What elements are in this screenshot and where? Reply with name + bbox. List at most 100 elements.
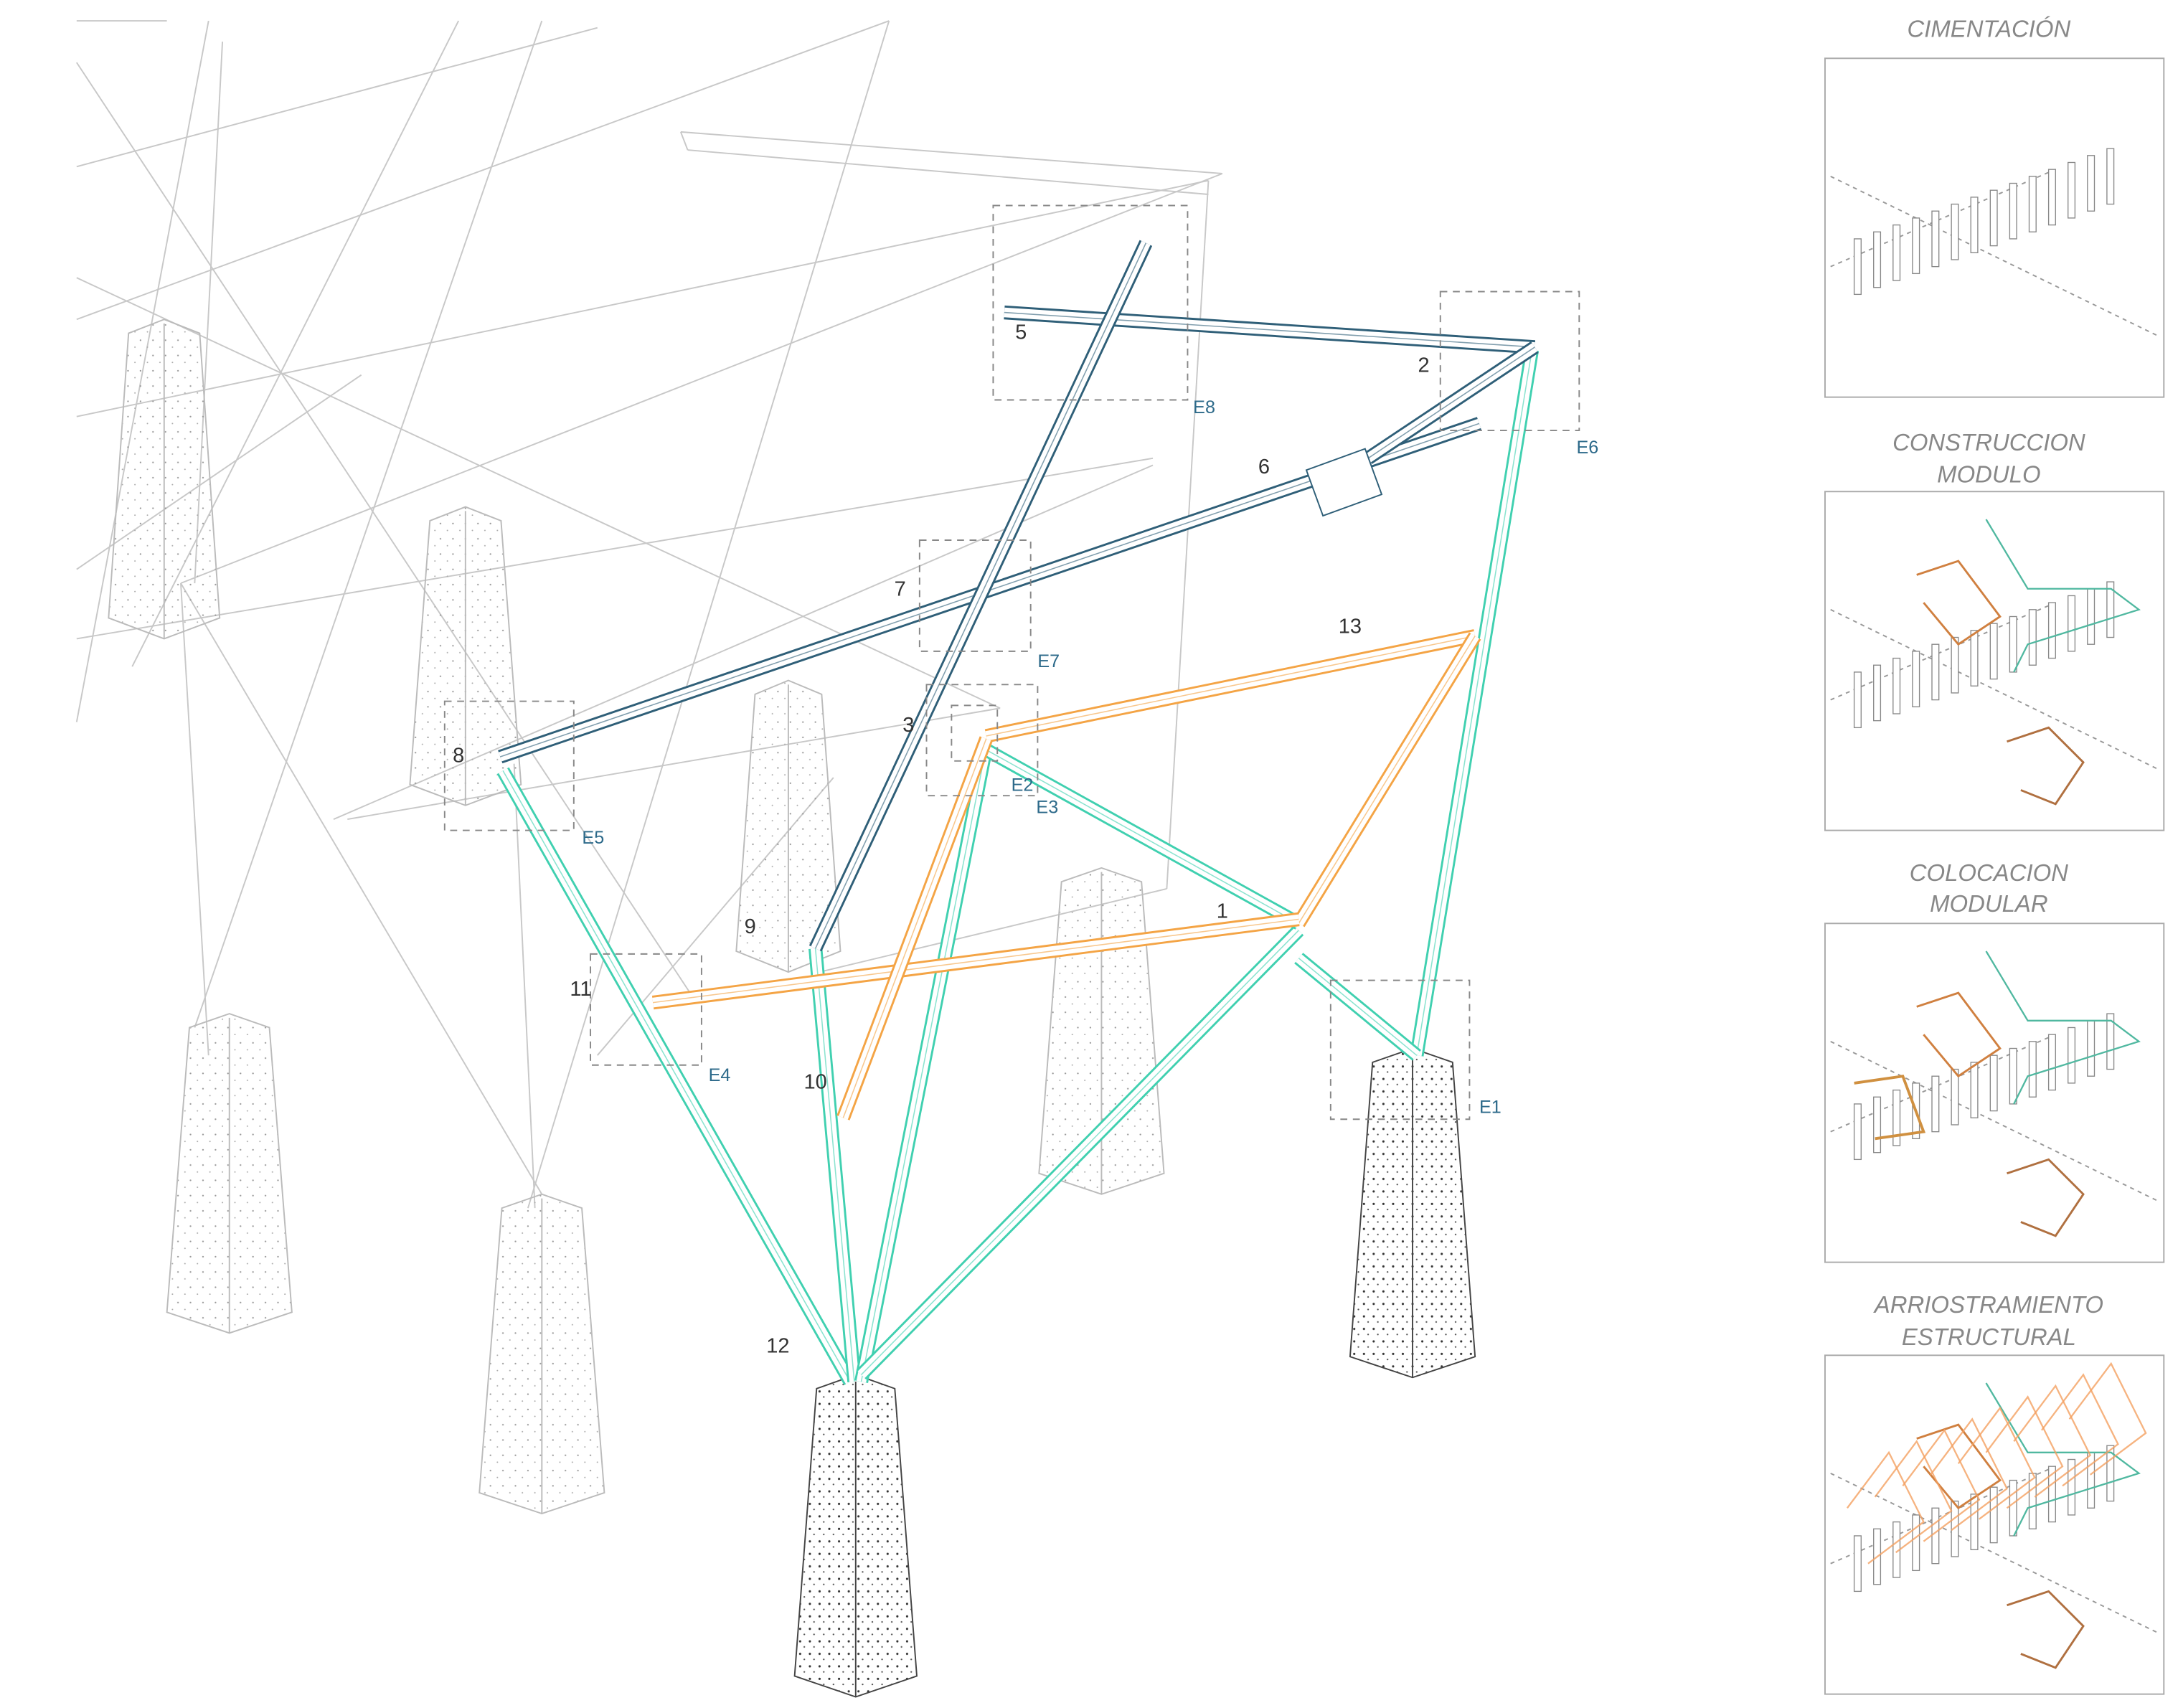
panel-pillar: [2009, 182, 2017, 240]
frame-line: [513, 763, 536, 1209]
frame-line: [527, 20, 890, 1209]
member-label: 7: [895, 577, 906, 600]
panel-title: COLOCACION: [1910, 859, 2068, 886]
member-label: 10: [804, 1071, 827, 1094]
detail-box: [443, 700, 575, 831]
member-label: 8: [453, 745, 464, 768]
panel-pillar: [2009, 1479, 2017, 1537]
panel-pillar: [1873, 231, 1882, 288]
panel-title: ESTRUCTURAL: [1902, 1324, 2076, 1350]
detail-label: E4: [709, 1065, 731, 1085]
panel-pillar: [2047, 169, 2056, 226]
frame-line: [76, 457, 1154, 640]
member-label: 11: [570, 978, 591, 1001]
panel-pillar: [2087, 1020, 2096, 1077]
panel-pillar: [2087, 155, 2096, 212]
panel-pillar: [1853, 1535, 1862, 1593]
panel-module: [1854, 1075, 1926, 1141]
panel-module: [2007, 1158, 2085, 1237]
panel-machine: [1985, 1382, 2141, 1537]
block: [1305, 448, 1383, 517]
panel-pillar: [1853, 238, 1862, 296]
panel-brace: [2013, 1384, 2092, 1498]
panel-pillar: [1892, 657, 1901, 714]
member: [814, 948, 855, 1382]
member: [653, 918, 1299, 1004]
detail-label: E1: [1479, 1097, 1502, 1117]
detail-boxes: [443, 204, 1580, 1120]
member-label: 2: [1418, 354, 1429, 377]
panel-pillar: [1853, 671, 1862, 729]
member-label: 1: [1217, 900, 1228, 923]
panel-pillar: [1951, 636, 1959, 694]
frame-line: [76, 27, 598, 168]
panel-crane: [1916, 991, 2002, 1078]
panel-pillar: [1951, 1068, 1959, 1126]
frame-line: [76, 179, 1209, 417]
panel-pillar: [2009, 1047, 2017, 1105]
panel-pillar: [1892, 224, 1901, 281]
panel-pillar: [1912, 651, 1920, 707]
panel-brace: [1902, 1428, 1981, 1542]
frame-line: [180, 173, 1223, 584]
panel-pillar: [1912, 217, 1920, 275]
member: [1416, 349, 1533, 1056]
detail-label: E7: [1037, 651, 1060, 671]
panel-pillar: [2068, 1027, 2076, 1084]
detail-label: E2: [1012, 775, 1034, 795]
member: [860, 930, 1299, 1375]
member: [986, 635, 1476, 737]
panel-brace: [1985, 1395, 2064, 1509]
frame-line: [194, 20, 543, 1028]
panel-pillar: [1970, 1494, 1979, 1550]
member: [1298, 958, 1418, 1056]
member: [860, 747, 987, 1382]
panel-brace: [2041, 1373, 2119, 1487]
panel-pillar: [1970, 197, 1979, 253]
panel-brace: [1874, 1440, 1953, 1554]
member: [814, 242, 1147, 949]
frame-line: [76, 62, 696, 1001]
panel-module: [2007, 726, 2085, 806]
panel-pillar: [1989, 1486, 1998, 1544]
panel-pillar: [2047, 1466, 2056, 1523]
member: [1004, 311, 1535, 348]
panel-pillar: [2068, 595, 2076, 652]
panel-guide: [1830, 608, 2159, 770]
frame-line: [76, 20, 890, 321]
panel-pillar: [2047, 1034, 2056, 1091]
panel-pillar: [2028, 609, 2037, 666]
panel-brace: [1957, 1406, 2036, 1520]
panel-pillar: [1931, 1507, 1940, 1565]
detail-box: [925, 684, 1039, 797]
panel-pillar: [1853, 1103, 1862, 1161]
panel-pillar: [1873, 1096, 1882, 1153]
detail-label: E3: [1036, 797, 1058, 817]
panel-brace: [1930, 1417, 2009, 1532]
panel-title: MODULO: [1937, 461, 2040, 488]
panel-machine: [1985, 950, 2141, 1105]
panel-pillar: [1989, 623, 1998, 680]
panel-pillar: [1873, 664, 1882, 722]
panel-guide: [1830, 175, 2159, 337]
panel-pillar: [1892, 1089, 1901, 1146]
panel-pillar: [1989, 1054, 1998, 1112]
detail-label: E8: [1193, 397, 1215, 417]
panel-pillar: [1970, 630, 1979, 686]
panel-pillar: [2087, 1452, 2096, 1509]
panel-pillar: [2009, 615, 2017, 673]
detail-box: [590, 953, 702, 1066]
detail-box: [918, 539, 1032, 652]
member: [502, 770, 851, 1382]
panel-title: ARRIOSTRAMIENTO: [1873, 1291, 2103, 1318]
panel-title: CIMENTACIÓN: [1907, 15, 2070, 42]
detail-label: E5: [582, 828, 604, 848]
member: [1298, 636, 1476, 924]
panel-machine: [1985, 519, 2141, 673]
frame-line: [1166, 180, 1210, 889]
member: [842, 738, 987, 1118]
frame-line: [76, 277, 1001, 709]
panel-pillar: [2047, 602, 2056, 659]
frame-line: [180, 582, 543, 1195]
